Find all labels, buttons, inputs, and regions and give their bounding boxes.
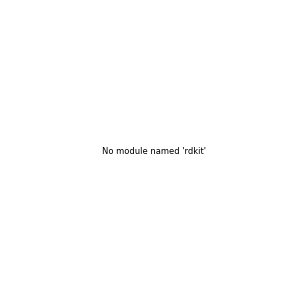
Text: No module named 'rdkit': No module named 'rdkit' <box>102 147 206 156</box>
